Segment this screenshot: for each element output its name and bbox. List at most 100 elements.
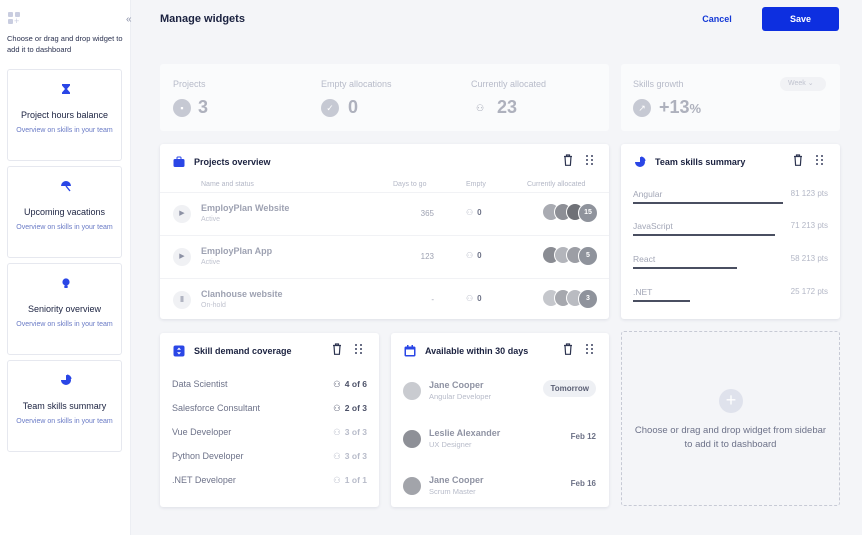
person-icon: ⚇ xyxy=(333,379,341,389)
stat-label: Currently allocated xyxy=(471,79,547,89)
sidebar-hint: Choose or drag and drop widget to add it… xyxy=(7,34,123,54)
plus-icon[interactable]: + xyxy=(719,389,743,413)
collapse-sidebar-icon[interactable]: « xyxy=(126,14,132,25)
availability-date: Tomorrow xyxy=(543,380,596,397)
skill-bar xyxy=(633,202,783,204)
person-name: Jane Cooper xyxy=(429,380,484,390)
coverage-value: ⚇ 3 of 3 xyxy=(333,427,367,438)
days-to-go: 365 xyxy=(420,209,434,218)
calendar-icon xyxy=(404,345,416,357)
trend-up-icon: ↗ xyxy=(633,99,651,117)
widget-title: Projects overview xyxy=(194,157,271,167)
save-button[interactable]: Save xyxy=(762,7,839,31)
widget-title: Team skills summary xyxy=(655,157,746,167)
play-icon[interactable]: ▶ xyxy=(173,248,191,266)
list-item: .NET Developer ⚇ 1 of 1 xyxy=(172,475,367,491)
avatar-more-count: 15 xyxy=(578,203,598,223)
skill-bar xyxy=(633,267,737,269)
drag-handle-icon[interactable] xyxy=(816,154,824,166)
person-role: Angular Developer xyxy=(429,392,492,401)
table-row[interactable]: ‖ Clanhouse website On-hold - ⚇ 0 3 xyxy=(160,278,609,321)
stat-value: 0 xyxy=(348,97,359,117)
widget-card-description: Overview on skills in your team xyxy=(16,418,113,425)
table-row[interactable]: ▶ EmployPlan Website Active 365 ⚇ 0 15 xyxy=(160,192,609,235)
widget-card-title: Upcoming vacations xyxy=(23,207,106,217)
widget-card-project-hours[interactable]: Project hours balance Overview on skills… xyxy=(7,69,122,161)
widget-header: Team skills summary xyxy=(634,155,745,169)
widget-card-upcoming-vacations[interactable]: Upcoming vacations Overview on skills in… xyxy=(7,166,122,258)
widget-drop-zone[interactable]: + Choose or drag and drop widget from si… xyxy=(621,331,840,506)
project-name: EmployPlan Website xyxy=(201,203,290,213)
growth-number: +13 xyxy=(659,97,690,117)
person-role: UX Designer xyxy=(429,440,472,449)
column-header-days: Days to go xyxy=(393,181,427,188)
person-icon: ⚇ xyxy=(333,427,341,437)
play-icon[interactable]: ▶ xyxy=(173,205,191,223)
avatar xyxy=(403,430,421,448)
person-icon: ⚇ xyxy=(333,403,341,413)
skill-points: 58 213 pts xyxy=(790,254,828,263)
project-status: On-hold xyxy=(201,302,226,309)
avatar xyxy=(403,477,421,495)
coverage-value: ⚇ 3 of 3 xyxy=(333,451,367,462)
project-status: Active xyxy=(201,259,221,266)
period-select[interactable]: Week ⌄ xyxy=(780,77,826,91)
availability-date: Feb 12 xyxy=(570,432,596,441)
person-off-icon: ⚇ xyxy=(466,251,474,260)
trash-icon[interactable] xyxy=(793,154,803,166)
page-title: Manage widgets xyxy=(160,13,245,25)
person-role: Scrum Master xyxy=(429,487,476,496)
stat-label: Projects xyxy=(173,79,206,89)
widget-header: Skill demand coverage xyxy=(173,344,292,358)
drag-handle-icon[interactable] xyxy=(355,343,363,355)
empty-value: 0 xyxy=(477,208,482,217)
widget-header: Projects overview xyxy=(173,155,271,169)
briefcase-icon: ▪ xyxy=(173,99,191,117)
widget-card-seniority-overview[interactable]: Seniority overview Overview on skills in… xyxy=(7,263,122,355)
days-to-go: - xyxy=(431,295,434,304)
avatar-more-count: 5 xyxy=(578,246,598,266)
person-off-icon: ⚇ xyxy=(466,294,474,303)
widget-card-team-skills[interactable]: Team skills summary Overview on skills i… xyxy=(7,360,122,452)
widget-title: Skill demand coverage xyxy=(194,346,292,356)
trash-icon[interactable] xyxy=(332,343,342,355)
column-header-allocated: Currently allocated xyxy=(527,181,586,188)
coverage-number: 3 of 3 xyxy=(344,427,367,437)
person-icon: ⚇ xyxy=(475,103,485,113)
pause-icon[interactable]: ‖ xyxy=(173,291,191,309)
table-row[interactable]: ▶ EmployPlan App Active 123 ⚇ 0 5 xyxy=(160,235,609,278)
growth-unit: % xyxy=(689,101,702,116)
coverage-number: 1 of 1 xyxy=(344,475,367,485)
widget-available-30-days: Available within 30 days Jane Cooper Ang… xyxy=(391,333,609,507)
empty-count: ⚇ 0 xyxy=(466,294,482,303)
widget-sidebar: + « Choose or drag and drop widget to ad… xyxy=(0,0,132,535)
widget-skill-demand-coverage: Skill demand coverage Data Scientist ⚇ 4 … xyxy=(160,333,379,507)
project-name: EmployPlan App xyxy=(201,246,273,256)
list-item: Data Scientist ⚇ 4 of 6 xyxy=(172,379,367,395)
skill-bar xyxy=(633,300,690,302)
lightbulb-icon xyxy=(62,278,70,288)
drag-handle-icon[interactable] xyxy=(586,343,594,355)
pie-icon xyxy=(635,156,646,167)
skill-name: .NET xyxy=(633,287,653,297)
stat-value: +13% xyxy=(659,97,701,118)
stat-label: Skills growth xyxy=(633,79,684,89)
widget-title: Available within 30 days xyxy=(425,346,529,356)
column-header-empty: Empty xyxy=(466,181,486,188)
empty-count: ⚇ 0 xyxy=(466,251,482,260)
skill-row: Angular 81 123 pts xyxy=(633,189,828,217)
project-name: Clanhouse website xyxy=(201,289,283,299)
cancel-button[interactable]: Cancel xyxy=(690,8,744,30)
avatar xyxy=(403,382,421,400)
skill-points: 81 123 pts xyxy=(790,189,828,198)
list-item: Salesforce Consultant ⚇ 2 of 3 xyxy=(172,403,367,419)
widget-card-title: Team skills summary xyxy=(22,401,107,411)
skill-row: .NET 25 172 pts xyxy=(633,287,828,315)
skill-name: React xyxy=(633,254,656,264)
widget-card-title: Project hours balance xyxy=(20,110,109,120)
trash-icon[interactable] xyxy=(563,154,573,166)
hourglass-icon xyxy=(62,84,70,94)
coverage-number: 2 of 3 xyxy=(344,403,367,413)
trash-icon[interactable] xyxy=(563,343,573,355)
drag-handle-icon[interactable] xyxy=(586,154,594,166)
